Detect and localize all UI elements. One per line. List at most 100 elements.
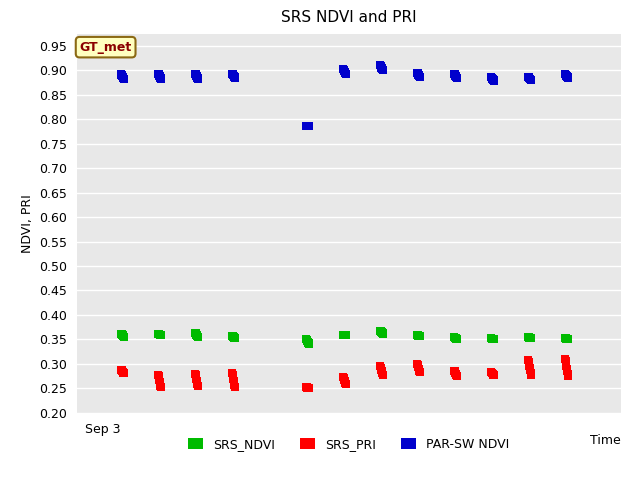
Point [303,338,313,346]
Point [413,71,423,78]
Point [229,334,239,341]
Point [525,76,536,84]
Point [561,335,572,342]
Point [415,73,425,81]
Point [487,335,497,343]
Point [155,331,165,339]
Point [525,76,536,84]
Point [525,75,536,83]
Point [375,362,385,370]
Point [193,380,203,388]
Point [413,332,423,339]
Point [561,358,571,365]
Point [193,74,203,82]
Point [190,329,200,337]
Point [156,331,166,339]
Point [339,66,349,74]
Point [377,369,387,376]
Point [561,335,572,342]
Point [413,332,424,340]
Point [227,70,237,78]
Point [488,335,498,343]
Point [414,367,424,375]
Point [116,72,127,79]
Point [154,330,164,338]
Point [303,339,314,347]
Point [340,332,351,339]
Point [191,373,201,381]
Point [451,334,461,342]
Point [118,75,129,83]
Point [488,336,499,343]
Point [118,73,128,81]
Point [301,122,312,130]
Point [302,337,312,345]
Point [190,370,200,377]
Point [302,384,312,392]
Point [227,369,237,376]
Point [154,376,164,384]
Point [561,362,572,370]
Point [487,335,497,343]
Point [414,332,424,340]
Point [156,332,166,339]
Point [302,122,312,130]
Point [192,74,202,82]
Point [118,73,128,81]
Point [116,330,126,337]
Point [228,333,238,340]
Point [190,71,200,78]
Point [524,333,534,341]
Point [415,368,425,376]
Point [303,338,313,346]
Point [193,75,203,83]
Point [412,360,422,368]
Point [229,73,239,81]
Point [301,122,312,130]
Point [191,375,202,383]
Point [488,75,498,83]
Point [377,329,387,337]
Point [561,72,572,79]
Point [378,371,388,378]
Point [525,334,535,342]
Point [413,332,423,339]
Point [227,332,237,340]
Point [116,366,127,374]
Point [525,369,536,376]
Point [154,330,164,337]
Point [116,71,127,79]
Point [118,75,129,83]
Point [488,336,499,343]
Point [523,356,533,364]
Point [525,334,536,342]
Point [562,365,572,372]
Point [525,75,535,83]
Point [339,332,349,339]
Point [525,364,535,372]
Point [340,379,350,386]
Point [488,371,499,379]
Point [451,72,461,80]
Point [376,364,386,372]
Point [525,335,536,342]
Point [376,365,386,372]
Point [193,333,203,340]
Point [487,75,497,83]
Point [524,74,534,82]
Point [452,372,462,380]
Point [154,331,164,338]
Point [413,71,424,79]
Point [523,73,533,81]
Point [117,367,127,375]
Point [301,384,312,391]
Point [301,384,312,391]
Point [339,332,349,339]
Point [449,368,460,375]
Point [154,330,164,338]
Point [339,375,349,383]
Point [561,334,571,342]
Point [156,384,166,391]
Point [118,368,128,376]
Point [191,331,201,338]
